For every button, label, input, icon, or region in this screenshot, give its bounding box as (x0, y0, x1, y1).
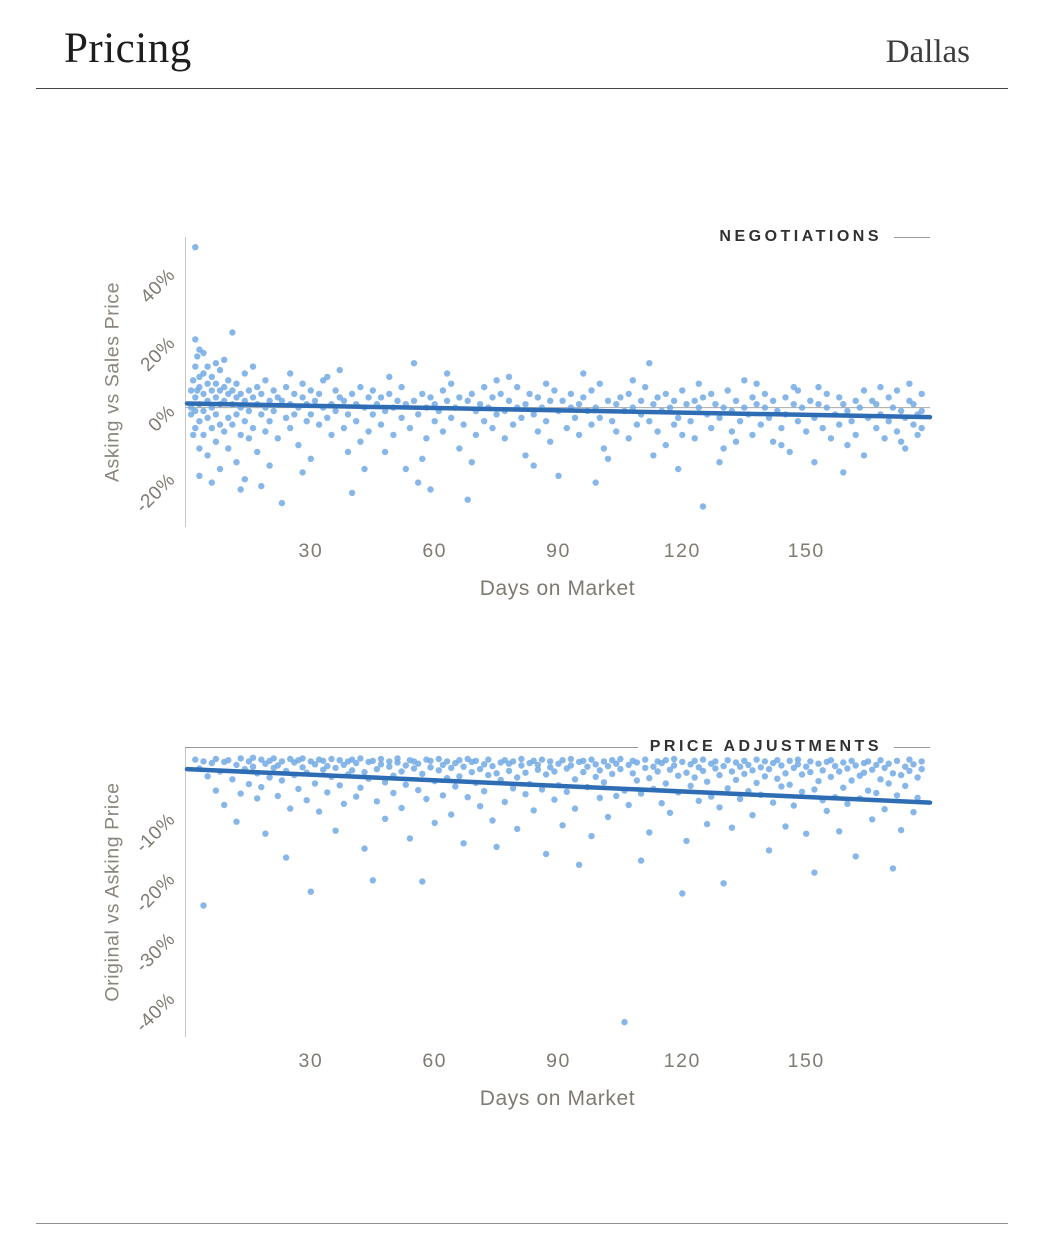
city-label: Dallas (885, 34, 970, 70)
svg-text:0%: 0% (145, 401, 180, 436)
svg-text:-30%: -30% (132, 929, 180, 977)
svg-text:90: 90 (546, 540, 571, 562)
svg-text:-10%: -10% (132, 809, 180, 857)
svg-text:60: 60 (422, 540, 447, 562)
page-header: Pricing Dallas (0, 0, 1044, 73)
svg-text:-20%: -20% (132, 470, 180, 518)
svg-text:20%: 20% (137, 333, 180, 376)
x-axis-title-price-adjustments: Days on Market (479, 1087, 636, 1110)
y-axis-title-price-adjustments: Original vs Asking Price (101, 782, 124, 1002)
svg-text:30: 30 (298, 540, 323, 562)
negotiations-scatter-plot: 30 60 90 120 150 40% 20% 0% -20% (132, 237, 933, 562)
header-rule (36, 88, 1008, 89)
svg-text:90: 90 (546, 1050, 571, 1072)
svg-text:30: 30 (298, 1050, 323, 1072)
chart-negotiations: NEGOTIATIONS Asking vs Sales Price 30 60 9… (0, 227, 1044, 601)
svg-text:-20%: -20% (132, 869, 180, 917)
svg-text:-40%: -40% (132, 989, 180, 1037)
svg-text:120: 120 (664, 540, 701, 562)
page-title: Pricing (64, 25, 192, 72)
svg-text:40%: 40% (137, 265, 180, 308)
svg-text:150: 150 (788, 540, 825, 562)
svg-text:120: 120 (664, 1050, 701, 1072)
footer-rule (36, 1223, 1008, 1224)
price-adjustments-scatter-plot: 30 60 90 120 150 -10% -20% -30% -40% (132, 747, 933, 1072)
svg-text:60: 60 (422, 1050, 447, 1072)
x-axis-title-negotiations: Days on Market (479, 577, 636, 600)
svg-text:150: 150 (788, 1050, 825, 1072)
y-axis-title-negotiations: Asking vs Sales Price (101, 281, 124, 483)
chart-price-adjustments: PRICE ADJUSTMENTS Original vs Asking Pri… (0, 737, 1044, 1111)
